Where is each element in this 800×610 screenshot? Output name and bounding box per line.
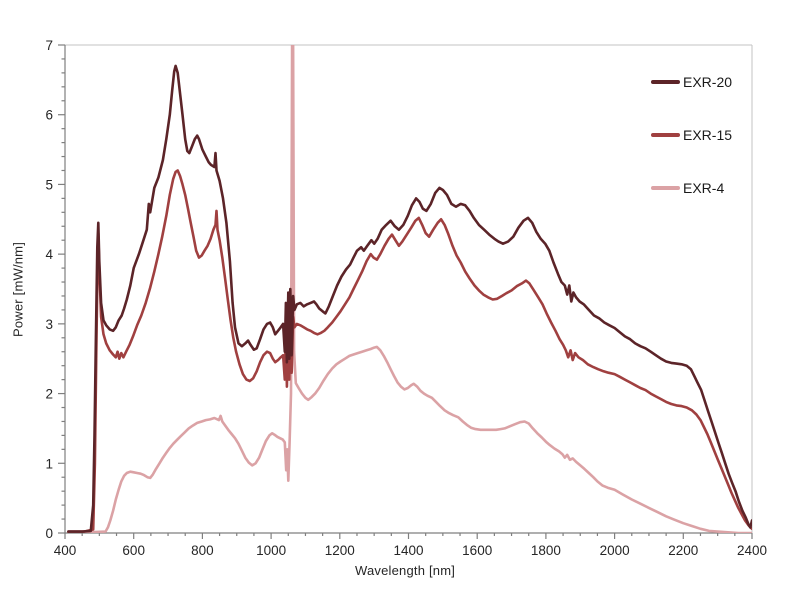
series-line-EXR-4 xyxy=(67,45,752,533)
x-tick-label: 2200 xyxy=(668,543,698,558)
x-tick-label: 1000 xyxy=(256,543,286,558)
x-tick-label: 600 xyxy=(122,543,145,558)
y-tick-label: 2 xyxy=(45,387,53,402)
y-tick-label: 7 xyxy=(45,38,53,53)
legend-item-EXR-4: EXR-4 xyxy=(651,180,732,196)
y-tick-label: 5 xyxy=(45,177,53,192)
x-tick-label: 1200 xyxy=(325,543,355,558)
legend-label: EXR-20 xyxy=(683,74,733,90)
legend-line-swatch xyxy=(651,80,680,84)
legend-line-swatch xyxy=(651,186,680,190)
x-tick-label: 800 xyxy=(191,543,214,558)
x-tick-label: 1600 xyxy=(462,543,492,558)
y-tick-label: 3 xyxy=(45,317,53,332)
y-axis-ticks: 0 1 2 3 4 5 6 7 xyxy=(45,38,65,541)
x-tick-label: 1400 xyxy=(393,543,423,558)
x-tick-label: 2400 xyxy=(737,543,767,558)
y-axis-title: Power [mW/nm] xyxy=(10,241,26,338)
x-axis-ticks: 400 600 800 1000 1200 1400 1600 1800 2000 2200 240… xyxy=(54,533,767,558)
x-tick-label: 400 xyxy=(54,543,77,558)
series-group xyxy=(67,45,752,533)
legend-label: EXR-4 xyxy=(683,180,725,196)
x-tick-label: 2000 xyxy=(600,543,630,558)
series-line-EXR-15 xyxy=(67,169,752,533)
y-tick-label: 4 xyxy=(45,247,53,262)
y-tick-label: 6 xyxy=(45,108,53,123)
y-tick-label: 1 xyxy=(45,456,53,471)
legend-line-swatch xyxy=(651,133,680,137)
x-axis-title: Wavelength [nm] xyxy=(354,563,456,578)
legend: EXR-20 EXR-15 EXR-4 xyxy=(651,74,732,233)
x-tick-label: 1800 xyxy=(531,543,561,558)
series-line-EXR-20 xyxy=(67,64,752,533)
legend-label: EXR-15 xyxy=(683,127,733,143)
y-tick-label: 0 xyxy=(45,526,53,541)
legend-item-EXR-15: EXR-15 xyxy=(651,127,732,143)
legend-item-EXR-20: EXR-20 xyxy=(651,74,732,90)
